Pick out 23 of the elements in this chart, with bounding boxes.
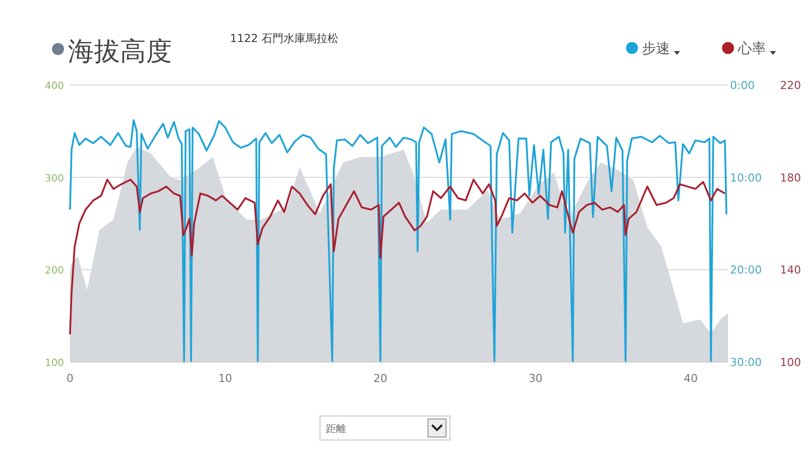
chart-subtitle: 1122 石門水庫馬拉松 [230, 32, 338, 45]
y2-tick-label: 10:00 [730, 171, 762, 184]
y-tick-label: 200 [44, 266, 64, 277]
x-tick-label: 30 [528, 372, 543, 385]
y3-tick-label: 100 [780, 356, 801, 369]
y3-tick-label: 220 [780, 79, 801, 92]
x-tick-label: 20 [373, 372, 388, 385]
x-tick-label: 0 [66, 372, 74, 385]
chart-title: 海拔高度 [68, 37, 172, 67]
x-tick-label: 10 [218, 372, 232, 385]
legend-label: 步速 [642, 41, 670, 57]
line-series [69, 178, 726, 336]
y-tick-label: 400 [44, 81, 64, 92]
y2-tick-label: 20:00 [730, 264, 762, 277]
y-tick-label: 100 [44, 358, 64, 369]
y2-tick-label: 30:00 [730, 356, 762, 369]
x-tick-label: 40 [684, 372, 698, 385]
y-tick-label: 300 [44, 173, 64, 184]
y3-tick-label: 180 [780, 171, 801, 184]
x-axis-title: 距離 [326, 423, 346, 435]
y3-tick-label: 140 [780, 264, 801, 277]
legend-label: 心率 [737, 41, 766, 57]
y2-tick-label: 0:00 [730, 79, 755, 92]
